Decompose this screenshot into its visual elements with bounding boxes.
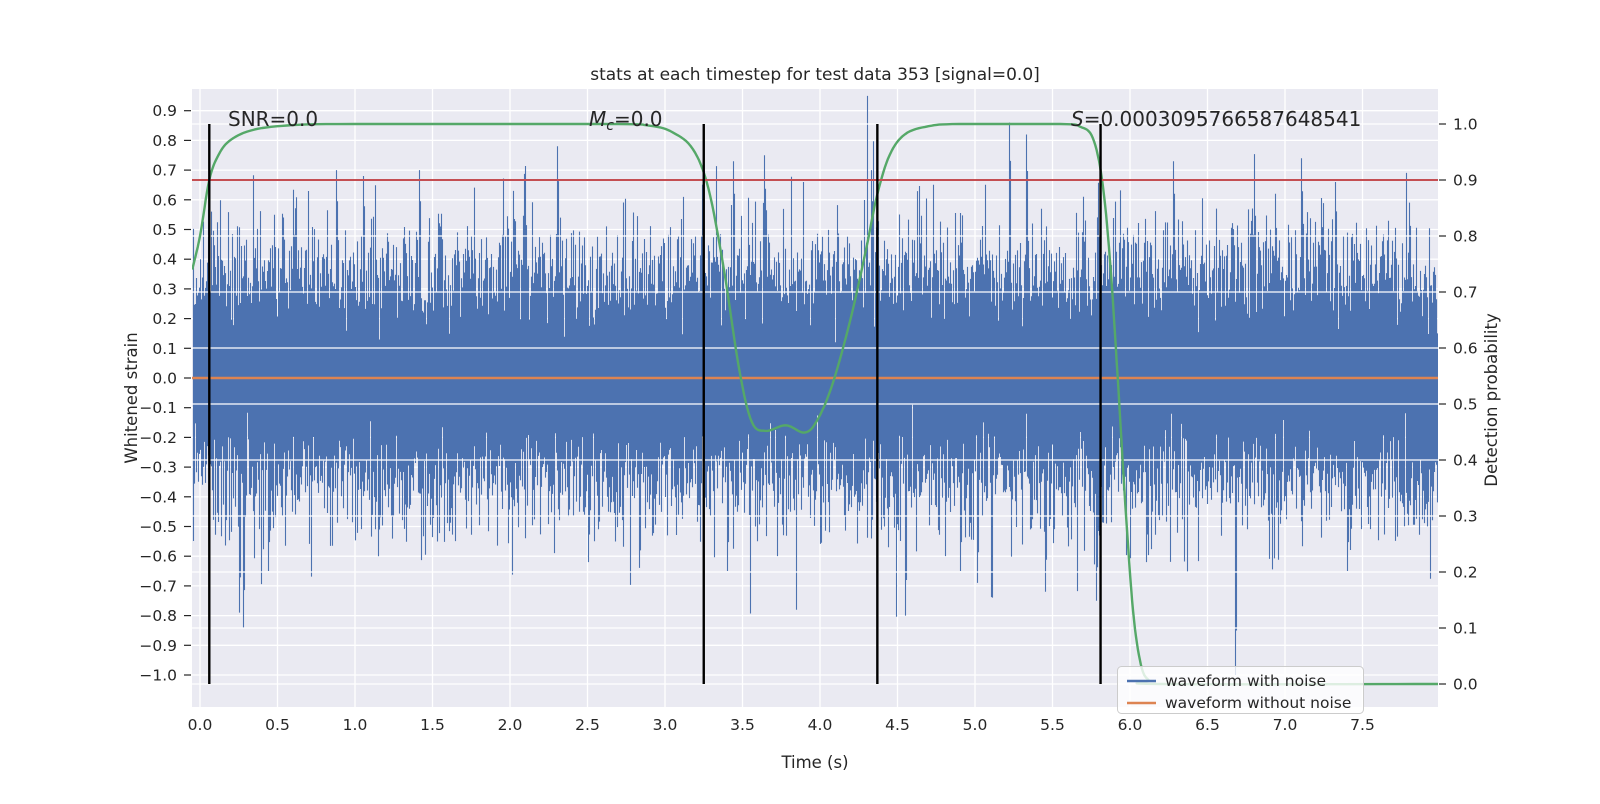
y-left-tick-label: −0.2 [139, 429, 177, 447]
x-tick-label: 6.5 [1195, 716, 1220, 734]
x-tick-label: 3.5 [730, 716, 755, 734]
x-tick-label: 1.0 [343, 716, 368, 734]
legend: waveform with noise waveform without noi… [1117, 666, 1364, 714]
annotation-snr: SNR=0.0 [228, 107, 318, 131]
axis-ticks: 0.0 0.5 1.0 1.5 2.0 2.5 3.0 3.5 4.0 4.5 5.0 5.5 6.0 6… [139, 102, 1477, 734]
y-left-tick-label: −1.0 [139, 667, 177, 685]
x-tick-label: 0.0 [188, 716, 213, 734]
y-right-tick-label: 0.0 [1453, 676, 1478, 694]
chart-title: stats at each timestep for test data 353… [590, 65, 1040, 85]
x-tick-label: 5.5 [1040, 716, 1065, 734]
detection-probability-curve [192, 122, 1438, 686]
x-tick-label: 4.0 [808, 716, 833, 734]
y-right-tick-label: 1.0 [1453, 116, 1478, 134]
annotation-chirp-mass: Mc=0.0 [589, 107, 663, 134]
y-left-tick-label: −0.4 [139, 488, 177, 506]
legend-box [1117, 666, 1364, 714]
annotation-statistic: S=0.0003095766587648541 [1071, 107, 1361, 131]
legend-label-with-noise: waveform with noise [1165, 672, 1326, 690]
y-left-tick-label: 0.6 [152, 191, 177, 209]
x-tick-label: 4.5 [885, 716, 910, 734]
y-right-tick-label: 0.1 [1453, 620, 1478, 638]
y-left-tick-label: −0.5 [139, 518, 177, 536]
y-left-tick-label: −0.8 [139, 607, 177, 625]
x-tick-label: 5.0 [963, 716, 988, 734]
y-left-tick-label: 0.8 [152, 132, 177, 150]
x-tick-label: 2.0 [498, 716, 523, 734]
y-right-tick-label: 0.8 [1453, 228, 1478, 246]
y-right-tick-label: 0.3 [1453, 508, 1478, 526]
y-left-tick-label: −0.6 [139, 548, 177, 566]
y-left-tick-label: −0.1 [139, 399, 177, 417]
y-right-tick-label: 0.2 [1453, 564, 1478, 582]
y-right-tick-label: 0.5 [1453, 396, 1478, 414]
y-left-axis-label: Whitened strain [122, 332, 141, 463]
x-tick-label: 6.0 [1118, 716, 1143, 734]
y-left-tick-label: −0.3 [139, 459, 177, 477]
y-left-tick-label: 0.7 [152, 162, 177, 180]
y-left-tick-label: 0.1 [152, 340, 177, 358]
y-left-tick-label: 0.0 [152, 370, 177, 388]
y-right-axis-label: Detection probability [1482, 313, 1501, 487]
y-right-tick-label: 0.6 [1453, 340, 1478, 358]
y-left-tick-label: 0.5 [152, 221, 177, 239]
y-left-tick-label: −0.7 [139, 577, 177, 595]
y-left-tick-label: 0.4 [152, 251, 177, 269]
y-right-tick-label: 0.9 [1453, 172, 1478, 190]
y-right-tick-label: 0.4 [1453, 452, 1478, 470]
y-right-tick-label: 0.7 [1453, 284, 1478, 302]
x-tick-label: 3.0 [653, 716, 678, 734]
waveform-with-noise-series [192, 95, 1438, 675]
x-tick-label: 1.5 [420, 716, 445, 734]
x-tick-label: 7.0 [1273, 716, 1298, 734]
x-tick-label: 0.5 [265, 716, 290, 734]
x-axis-label: Time (s) [780, 753, 848, 772]
x-tick-label: 2.5 [575, 716, 600, 734]
y-left-tick-label: 0.9 [152, 102, 177, 120]
y-left-tick-label: 0.2 [152, 310, 177, 328]
legend-label-without-noise: waveform without noise [1165, 694, 1351, 712]
x-tick-label: 7.5 [1350, 716, 1375, 734]
event-marker-lines [208, 124, 1102, 684]
y-left-tick-label: −0.9 [139, 637, 177, 655]
y-left-tick-label: 0.3 [152, 280, 177, 298]
